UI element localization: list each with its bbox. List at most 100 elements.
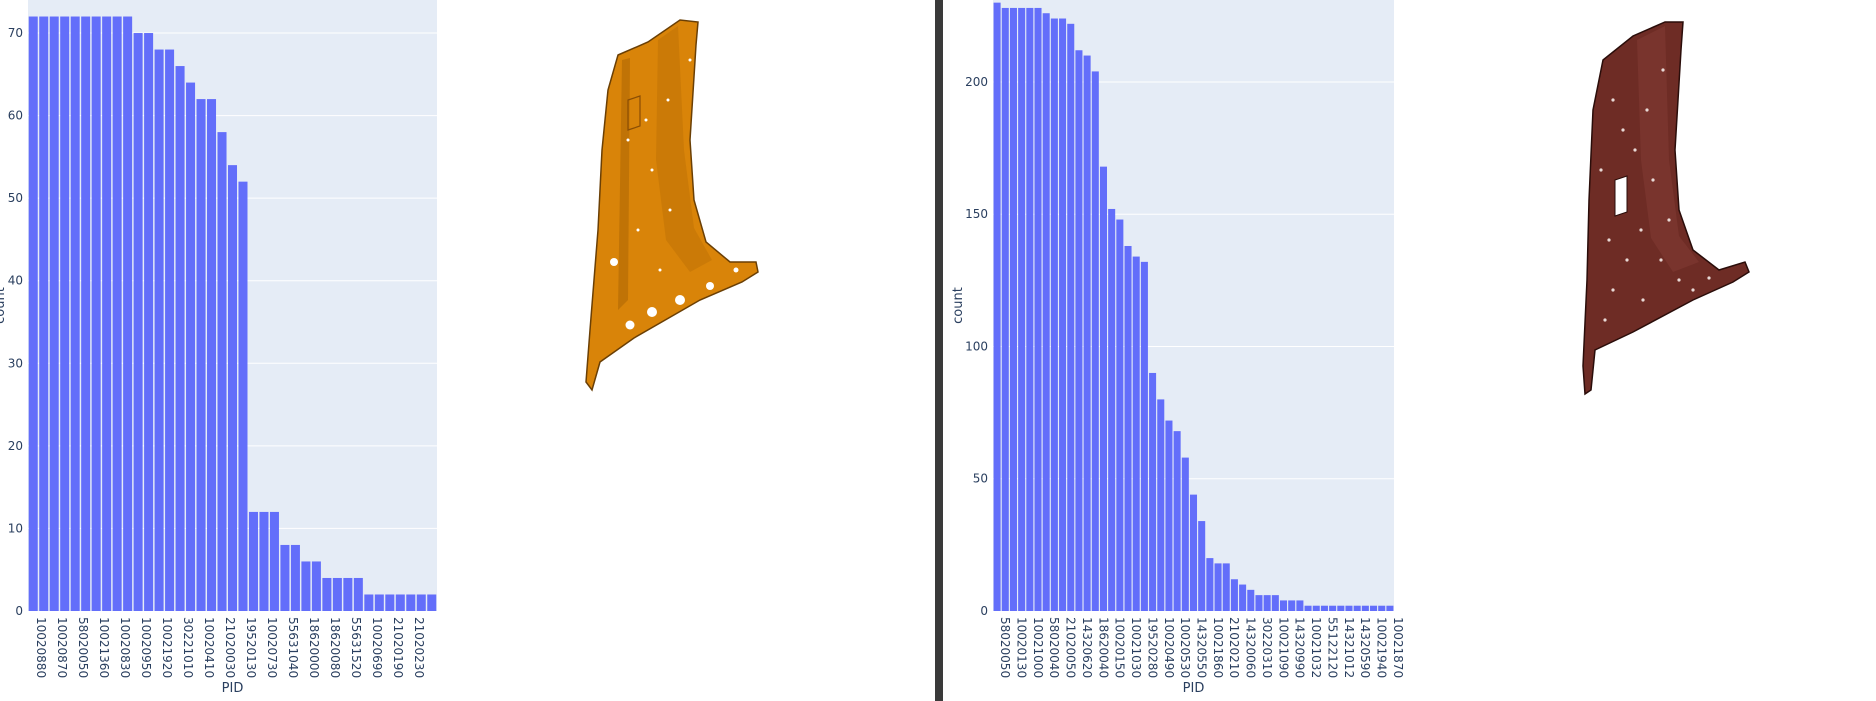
bar — [1059, 18, 1067, 612]
y-tick-label: 50 — [8, 191, 23, 205]
bar — [248, 511, 258, 611]
bar — [1132, 256, 1140, 611]
x-tick-label: 30220310 — [1260, 617, 1274, 678]
bar — [133, 33, 143, 611]
x-tick-label: 18620040 — [1096, 617, 1110, 678]
bar — [1026, 7, 1034, 612]
x-axis-title: PID — [222, 681, 244, 696]
bar — [1329, 605, 1337, 611]
x-tick-label: 14320990 — [1293, 617, 1307, 678]
bar — [416, 594, 426, 611]
bar — [1263, 595, 1271, 611]
x-tick-label: 10020870 — [55, 617, 69, 678]
y-tick-label: 0 — [15, 604, 23, 618]
bar — [269, 511, 279, 611]
bar — [1173, 431, 1181, 611]
bar — [311, 561, 321, 611]
bar — [1091, 71, 1099, 611]
bar — [1239, 584, 1247, 611]
bar — [1083, 55, 1091, 611]
x-tick-label: 19520130 — [244, 617, 258, 678]
bar — [1042, 13, 1050, 612]
bar — [102, 16, 112, 612]
x-tick-label: 10020730 — [265, 617, 279, 678]
y-tick-label: 10 — [8, 521, 23, 535]
bar — [332, 577, 342, 611]
bar — [1108, 208, 1116, 611]
bar — [385, 594, 395, 611]
y-tick-label: 20 — [8, 439, 23, 453]
bar — [1018, 7, 1026, 612]
x-tick-label: 14320060 — [1244, 617, 1258, 678]
bar — [1247, 589, 1255, 611]
y-tick-label: 200 — [965, 75, 988, 89]
bar — [165, 49, 175, 612]
bar — [1214, 563, 1222, 611]
bar — [1009, 7, 1017, 612]
x-tick-label: 55631040 — [286, 617, 300, 678]
bar — [1124, 245, 1132, 612]
x-tick-label: 10020410 — [202, 617, 216, 678]
bar — [1230, 579, 1238, 611]
bar — [1140, 261, 1148, 611]
y-tick-label: 70 — [8, 26, 23, 40]
y-tick-label: 30 — [8, 356, 23, 370]
bar — [207, 99, 217, 611]
x-tick-label: 58020040 — [1047, 617, 1061, 678]
bar — [1181, 457, 1189, 611]
bar — [1345, 605, 1353, 611]
x-tick-label: 18620080 — [328, 617, 342, 678]
bar — [374, 594, 384, 611]
bar — [353, 577, 363, 611]
x-tick-label: 10021870 — [1391, 617, 1403, 678]
x-tick-label: 21020050 — [1064, 617, 1078, 678]
right-panel: 0 50 100 150 200 58020050 10020130 10021000 5802… — [943, 0, 1876, 701]
bar — [1050, 18, 1058, 612]
bar — [123, 16, 133, 612]
bar — [217, 132, 227, 612]
bar — [1116, 219, 1124, 611]
bar — [227, 165, 238, 611]
bar — [70, 16, 80, 612]
bar — [290, 544, 300, 611]
bar — [1157, 399, 1165, 611]
bar — [1370, 605, 1378, 611]
bar — [1206, 558, 1214, 611]
bar — [112, 16, 122, 612]
bar — [427, 594, 437, 611]
bar — [1165, 420, 1173, 611]
bar — [1304, 605, 1312, 611]
bar — [1099, 166, 1107, 612]
bar — [1255, 595, 1263, 611]
y-tick-label: 40 — [8, 274, 23, 288]
orange-part-render — [585, 19, 759, 392]
x-tick-label: 58020050 — [998, 617, 1012, 678]
x-tick-label: 10021030 — [1129, 617, 1143, 678]
x-tick-label: 10021920 — [160, 617, 174, 678]
x-tick-label: 10020880 — [34, 617, 48, 678]
y-tick-label: 100 — [965, 339, 988, 353]
x-tick-label: 10021000 — [1031, 617, 1045, 678]
x-tick-label: 10020130 — [1014, 617, 1028, 678]
x-tick-label: 10021940 — [1375, 617, 1389, 678]
y-tick-label: 0 — [980, 604, 988, 618]
y-tick-label: 150 — [965, 207, 988, 221]
bar — [49, 16, 59, 612]
bar — [1288, 600, 1296, 611]
bar — [1149, 372, 1157, 611]
bar — [322, 577, 332, 611]
bar — [1378, 605, 1386, 611]
bar — [1353, 605, 1361, 611]
bar — [154, 49, 164, 612]
maroon-part-render — [1582, 21, 1750, 396]
x-tick-label: 21020190 — [391, 617, 405, 678]
bar — [343, 577, 353, 611]
x-tick-label: 10020150 — [1113, 617, 1127, 678]
y-tick-label: 50 — [973, 472, 988, 486]
bar — [1034, 7, 1042, 612]
y-axis-title: count — [0, 287, 8, 324]
x-tick-label: 10020530 — [1178, 617, 1192, 678]
bar — [1198, 521, 1206, 611]
bar — [1067, 23, 1075, 612]
bar — [1320, 605, 1328, 611]
